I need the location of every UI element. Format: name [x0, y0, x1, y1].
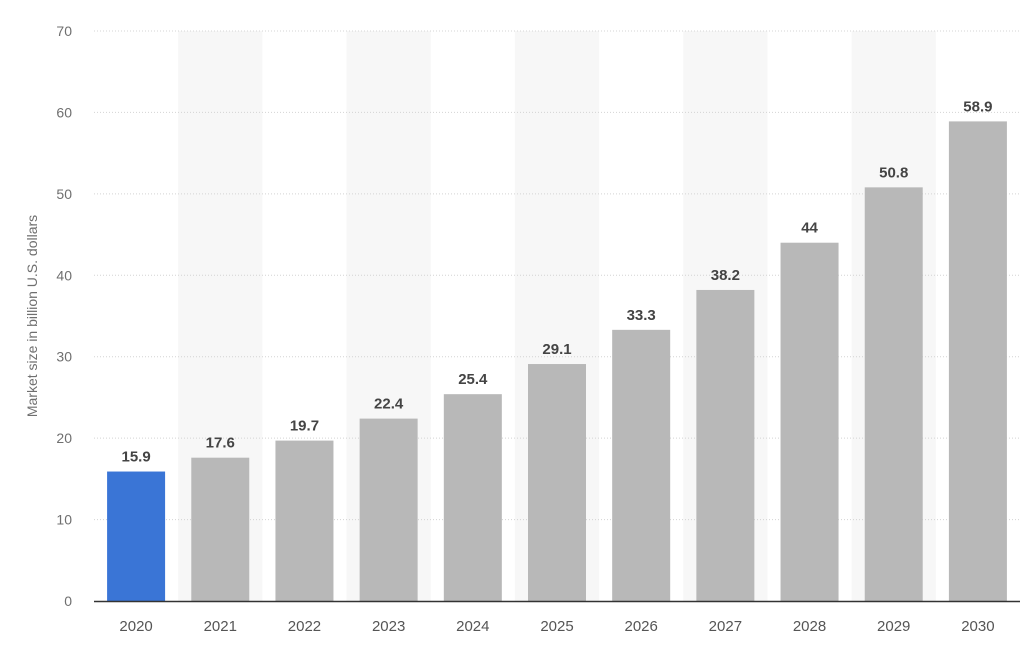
x-tick-label: 2029 — [877, 618, 910, 635]
y-tick-label: 30 — [56, 349, 72, 365]
data-label-2022: 19.7 — [290, 418, 319, 435]
x-tick-label: 2027 — [709, 618, 742, 635]
data-label-2028: 44 — [801, 220, 818, 237]
y-tick-label: 50 — [56, 186, 72, 202]
y-tick-label: 10 — [56, 512, 72, 528]
data-label-2029: 50.8 — [879, 164, 908, 181]
y-tick-label: 60 — [56, 104, 72, 120]
data-label-2026: 33.3 — [627, 307, 656, 324]
x-tick-label: 2030 — [961, 618, 994, 635]
x-tick-label: 2026 — [624, 618, 657, 635]
bar-2022[interactable] — [275, 440, 334, 601]
y-axis-ticks: 0 10 20 30 40 50 60 70 — [56, 23, 72, 609]
y-tick-label: 20 — [56, 430, 72, 446]
x-tick-label: 2024 — [456, 618, 489, 635]
data-label-2024: 25.4 — [458, 371, 488, 388]
bar-2021[interactable] — [191, 457, 250, 601]
bar-2026[interactable] — [612, 329, 671, 601]
y-tick-label: 40 — [56, 267, 72, 283]
data-label-2021: 17.6 — [206, 435, 235, 452]
x-tick-label: 2025 — [540, 618, 573, 635]
x-tick-label: 2020 — [119, 618, 152, 635]
x-axis-ticks: 2020 2021 2022 2023 2024 2025 2026 2027 2028 2029… — [119, 618, 994, 635]
x-tick-label: 2028 — [793, 618, 826, 635]
data-label-2020: 15.9 — [121, 449, 150, 466]
x-tick-label: 2023 — [372, 618, 405, 635]
bar-2020[interactable] — [107, 471, 166, 601]
y-tick-label: 0 — [64, 593, 72, 609]
y-axis-title: Market size in billion U.S. dollars — [24, 215, 40, 417]
bar-2023[interactable] — [359, 418, 418, 601]
bar-2027[interactable] — [696, 289, 755, 601]
data-label-2030: 58.9 — [963, 98, 992, 115]
bars — [107, 121, 1007, 602]
x-tick-label: 2022 — [288, 618, 321, 635]
bar-2028[interactable] — [780, 242, 839, 601]
data-label-2025: 29.1 — [542, 341, 571, 358]
x-tick-label: 2021 — [204, 618, 237, 635]
data-label-2027: 38.2 — [711, 267, 740, 284]
bar-2029[interactable] — [864, 187, 923, 602]
data-labels: 15.9 17.6 19.7 22.4 25.4 29.1 33.3 38.2 44 50.8 58… — [121, 98, 992, 465]
bar-2024[interactable] — [443, 394, 502, 601]
bar-2025[interactable] — [528, 364, 586, 601]
data-label-2023: 22.4 — [374, 396, 404, 413]
y-tick-label: 70 — [56, 23, 72, 39]
bar-2030[interactable] — [948, 121, 1007, 601]
